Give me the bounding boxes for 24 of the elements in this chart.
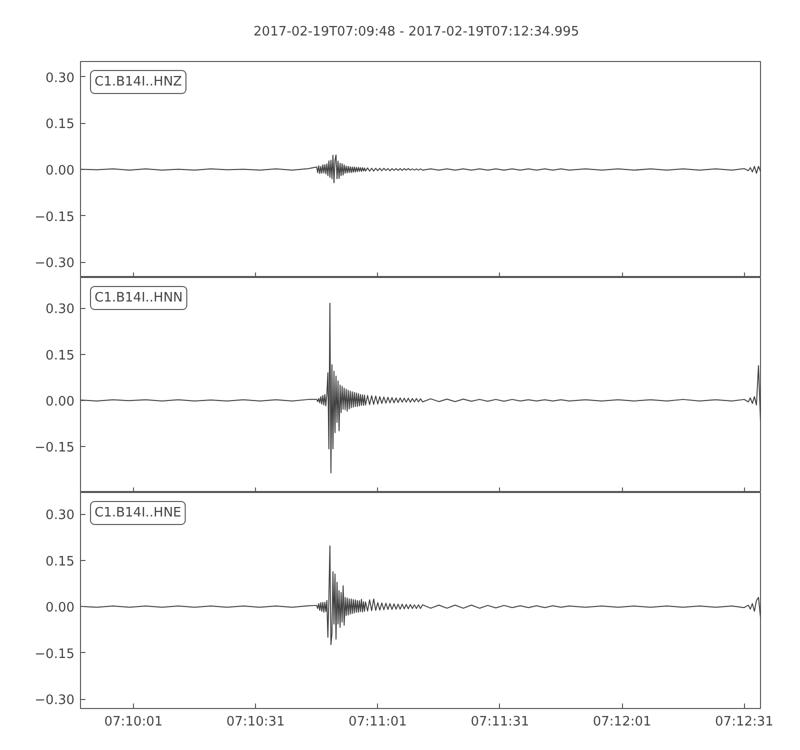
- x-tick-label: 07:12:31: [715, 714, 774, 730]
- y-tick-label: −0.30: [34, 256, 75, 272]
- x-tick-label: 07:11:01: [348, 714, 407, 730]
- y-tick-label: 0.30: [46, 508, 75, 524]
- y-tick-label: 0.00: [46, 164, 75, 178]
- x-tick-label: 07:12:01: [592, 714, 652, 730]
- y-tick-label: 0.00: [46, 600, 75, 616]
- chart-title: 2017-02-19T07:09:48 - 2017-02-19T07:12:34.995: [254, 24, 580, 40]
- y-tick-label: 0.30: [46, 302, 75, 318]
- y-tick-label: 0.15: [46, 554, 75, 570]
- annotation: C1.B14I..HNZ: [94, 74, 182, 90]
- y-tick-label: −0.30: [34, 693, 75, 708]
- annotation: C1.B14I..HNN: [94, 290, 183, 306]
- x-tick-label: 07:10:01: [104, 714, 163, 730]
- x-tick-label: 07:11:31: [470, 714, 530, 730]
- y-tick-label: −0.15: [34, 210, 75, 225]
- y-tick-label: 0.15: [46, 348, 75, 364]
- x-tick-label: 07:10:31: [226, 714, 285, 730]
- y-tick-label: −0.15: [34, 440, 75, 456]
- y-tick-label: 0.00: [46, 394, 75, 410]
- y-tick-label: 0.15: [46, 117, 75, 132]
- y-tick-label: −0.15: [34, 646, 75, 662]
- y-tick-label: 0.30: [46, 70, 75, 86]
- annotation: C1.B14I..HNE: [94, 506, 182, 520]
